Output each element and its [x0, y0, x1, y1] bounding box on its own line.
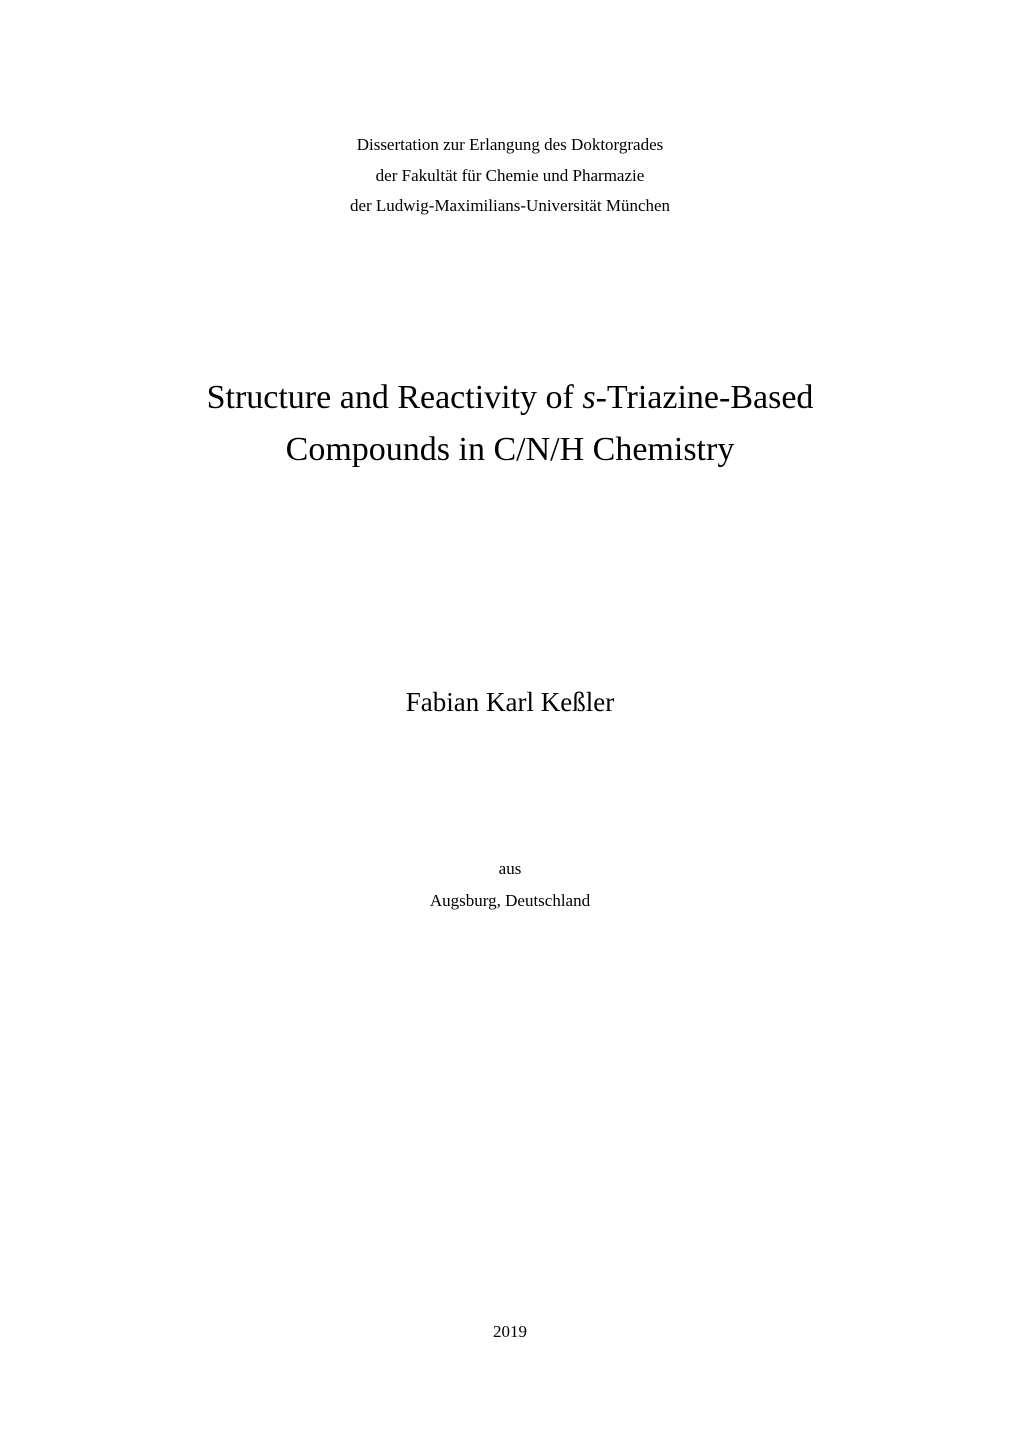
title-line-1: Structure and Reactivity of s-Triazine-B…: [207, 372, 814, 425]
institution-header: Dissertation zur Erlangung des Doktorgra…: [350, 130, 670, 222]
header-line-2: der Fakultät für Chemie und Pharmazie: [350, 161, 670, 192]
header-line-3: der Ludwig-Maximilians-Universität Münch…: [350, 191, 670, 222]
dissertation-title: Structure and Reactivity of s-Triazine-B…: [207, 372, 814, 477]
title-line-1-italic: s: [582, 379, 595, 416]
title-line-2: Compounds in C/N/H Chemistry: [207, 424, 814, 477]
dissertation-title-page: Dissertation zur Erlangung des Doktorgra…: [0, 0, 1020, 1442]
origin-line-1: aus: [430, 853, 590, 884]
origin-line-2: Augsburg, Deutschland: [430, 885, 590, 916]
header-line-1: Dissertation zur Erlangung des Doktorgra…: [350, 130, 670, 161]
title-line-1-post: -Triazine-Based: [596, 379, 814, 416]
author-origin: aus Augsburg, Deutschland: [430, 853, 590, 916]
publication-year: 2019: [493, 1322, 527, 1382]
author-name: Fabian Karl Keßler: [406, 687, 614, 718]
title-line-1-pre: Structure and Reactivity of: [207, 379, 583, 416]
